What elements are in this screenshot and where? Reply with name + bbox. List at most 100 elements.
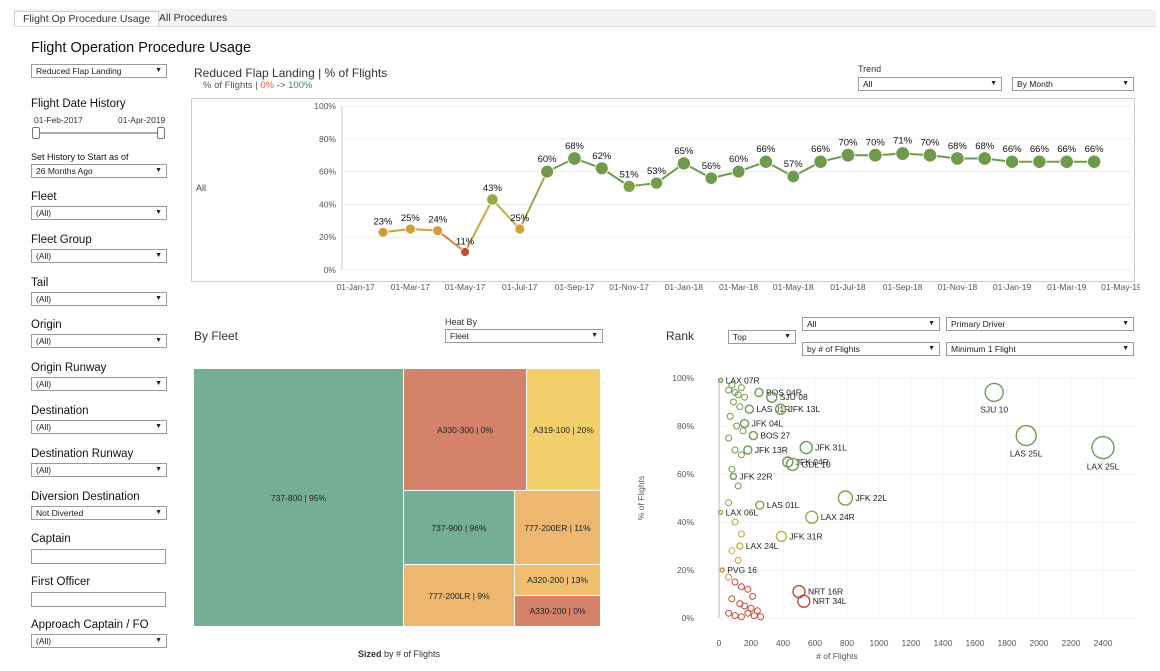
trend-data-label: 70%	[838, 137, 858, 148]
scatter-point	[734, 391, 742, 399]
legend-arrow: ->	[276, 80, 286, 91]
trend-select[interactable]: All ▼	[858, 77, 1002, 91]
trend-point	[840, 148, 856, 163]
trend-x-tick: 01-Nov-17	[609, 282, 649, 292]
scatter-point-label: JFK 22R	[739, 471, 772, 481]
rank-title: Rank	[666, 329, 695, 343]
top-select[interactable]: Top ▼	[728, 330, 796, 344]
scatter-point	[741, 393, 749, 401]
trend-x-tick: 01-May-18	[773, 282, 814, 292]
chevron-down-icon: ▼	[155, 251, 162, 259]
filter-select[interactable]: (All) ▼	[31, 377, 167, 392]
scatter-point	[731, 446, 739, 454]
scatter-point	[775, 530, 788, 543]
trend-point	[977, 151, 992, 166]
trend-line-segment	[518, 171, 549, 230]
chevron-down-icon: ▼	[155, 167, 162, 174]
trend-point	[813, 154, 828, 169]
primary-driver-value: Primary Driver	[951, 319, 1006, 329]
scatter-point	[757, 613, 765, 621]
date-slider-handle-start[interactable]	[32, 127, 40, 139]
scatter-point	[736, 542, 744, 550]
chevron-down-icon: ▼	[784, 333, 791, 340]
scatter-x-tick: 1000	[870, 638, 889, 648]
chevron-down-icon: ▼	[155, 637, 162, 644]
treemap-cell[interactable]: A319-100 | 20%	[527, 369, 601, 491]
trend-point	[622, 179, 636, 193]
trend-line-segment	[491, 198, 521, 230]
trend-point	[950, 151, 965, 166]
treemap-cell[interactable]: A330-200 | 0%	[515, 596, 601, 627]
filter-select[interactable]: (All) ▼	[31, 248, 167, 263]
trend-data-label: 11%	[456, 237, 475, 248]
scatter-x-tick: 200	[744, 638, 758, 648]
filter-select-value: (All)	[36, 293, 52, 304]
tab-flight-op-procedure-usage[interactable]: Flight Op Procedure Usage	[14, 11, 160, 26]
minimum-flights-select[interactable]: Minimum 1 Flight ▼	[946, 342, 1134, 356]
filter-select-value: (All)	[36, 464, 52, 475]
set-history-value: 26 Months Ago	[36, 166, 93, 176]
filter-select[interactable]: (All) ▼	[31, 206, 167, 220]
filter-select[interactable]: Not Diverted ▼	[31, 505, 167, 520]
filter-select[interactable]: (All) ▼	[31, 420, 167, 434]
scatter-point-label: GDL 10	[802, 459, 831, 469]
scatter-x-tick: 2000	[1030, 638, 1049, 648]
scatter-point	[719, 567, 725, 573]
scatter-point-label: BOS 27	[760, 431, 790, 441]
primary-driver-select[interactable]: Primary Driver ▼	[946, 317, 1134, 331]
scatter-point	[728, 381, 736, 389]
trend-line-segment	[437, 229, 466, 253]
heat-by-select[interactable]: Fleet ▼	[445, 329, 603, 343]
scatter-point	[739, 427, 747, 435]
set-history-select[interactable]: 26 Months Ago ▼	[31, 164, 167, 178]
trend-point	[567, 151, 582, 166]
filter-select[interactable]: (All) ▼	[31, 634, 167, 648]
date-end: 01-Apr-2019	[118, 115, 166, 125]
treemap-cell[interactable]: 777-200ER | 11%	[515, 491, 601, 565]
date-slider-handle-end[interactable]	[157, 127, 165, 139]
scatter-point	[754, 387, 764, 398]
treemap-cell-label: 777-200ER | 11%	[524, 522, 591, 533]
scatter-point	[729, 472, 738, 481]
scatter-point	[725, 609, 733, 617]
tab-all-procedures[interactable]: All Procedures	[159, 12, 228, 24]
trend-data-label: 66%	[1085, 144, 1105, 155]
scatter-point	[741, 602, 749, 610]
treemap-cell[interactable]: A330-300 | 0%	[404, 369, 527, 491]
scatter-point	[734, 482, 742, 490]
filter-label: Destination	[31, 405, 89, 417]
scatter-point	[747, 604, 755, 612]
filter-label: Origin Runway	[31, 362, 107, 375]
scatter-point	[785, 457, 800, 472]
trend-x-tick: 01-Jan-18	[665, 282, 704, 292]
treemap-cell[interactable]: 777-200LR | 9%	[404, 565, 515, 627]
treemap-cell[interactable]: 737-800 | 95%	[194, 369, 404, 627]
rank-all-select[interactable]: All ▼	[802, 317, 940, 331]
filter-select-value: (All)	[36, 636, 52, 646]
filter-label: Origin	[31, 319, 62, 332]
period-select[interactable]: By Month ▼	[1012, 77, 1134, 91]
scatter-point	[984, 382, 1004, 403]
filter-label: Diversion Destination	[31, 490, 140, 503]
trend-point	[514, 223, 526, 235]
trend-point	[731, 164, 746, 179]
filter-select[interactable]: (All) ▼	[31, 291, 167, 306]
trend-x-tick: 01-Jan-17	[337, 282, 376, 292]
filter-select[interactable]: (All) ▼	[31, 334, 167, 349]
treemap-cell[interactable]: 737-900 | 96%	[404, 491, 515, 565]
scatter-point-label: SJU 10	[980, 404, 1008, 414]
procedure-select[interactable]: Reduced Flap Landing ▼	[31, 64, 167, 78]
scatter-y-tick: 60%	[677, 469, 694, 479]
treemap-cell[interactable]: A320-200 | 13%	[515, 565, 601, 596]
date-slider-track[interactable]	[34, 132, 164, 134]
filter-select[interactable]: (All) ▼	[31, 462, 167, 477]
trend-x-tick: 01-Jul-17	[502, 282, 538, 292]
trend-point	[922, 148, 938, 163]
legend-prefix: % of Flights |	[203, 80, 258, 91]
scatter-point-label: BOS 04R	[766, 387, 802, 397]
chevron-down-icon: ▼	[1122, 80, 1129, 87]
filter-text-input[interactable]	[31, 592, 166, 608]
scatter-x-tick: 0	[717, 638, 722, 648]
filter-text-input[interactable]	[31, 549, 166, 565]
rank-by-select[interactable]: by # of Flights ▼	[802, 342, 940, 356]
